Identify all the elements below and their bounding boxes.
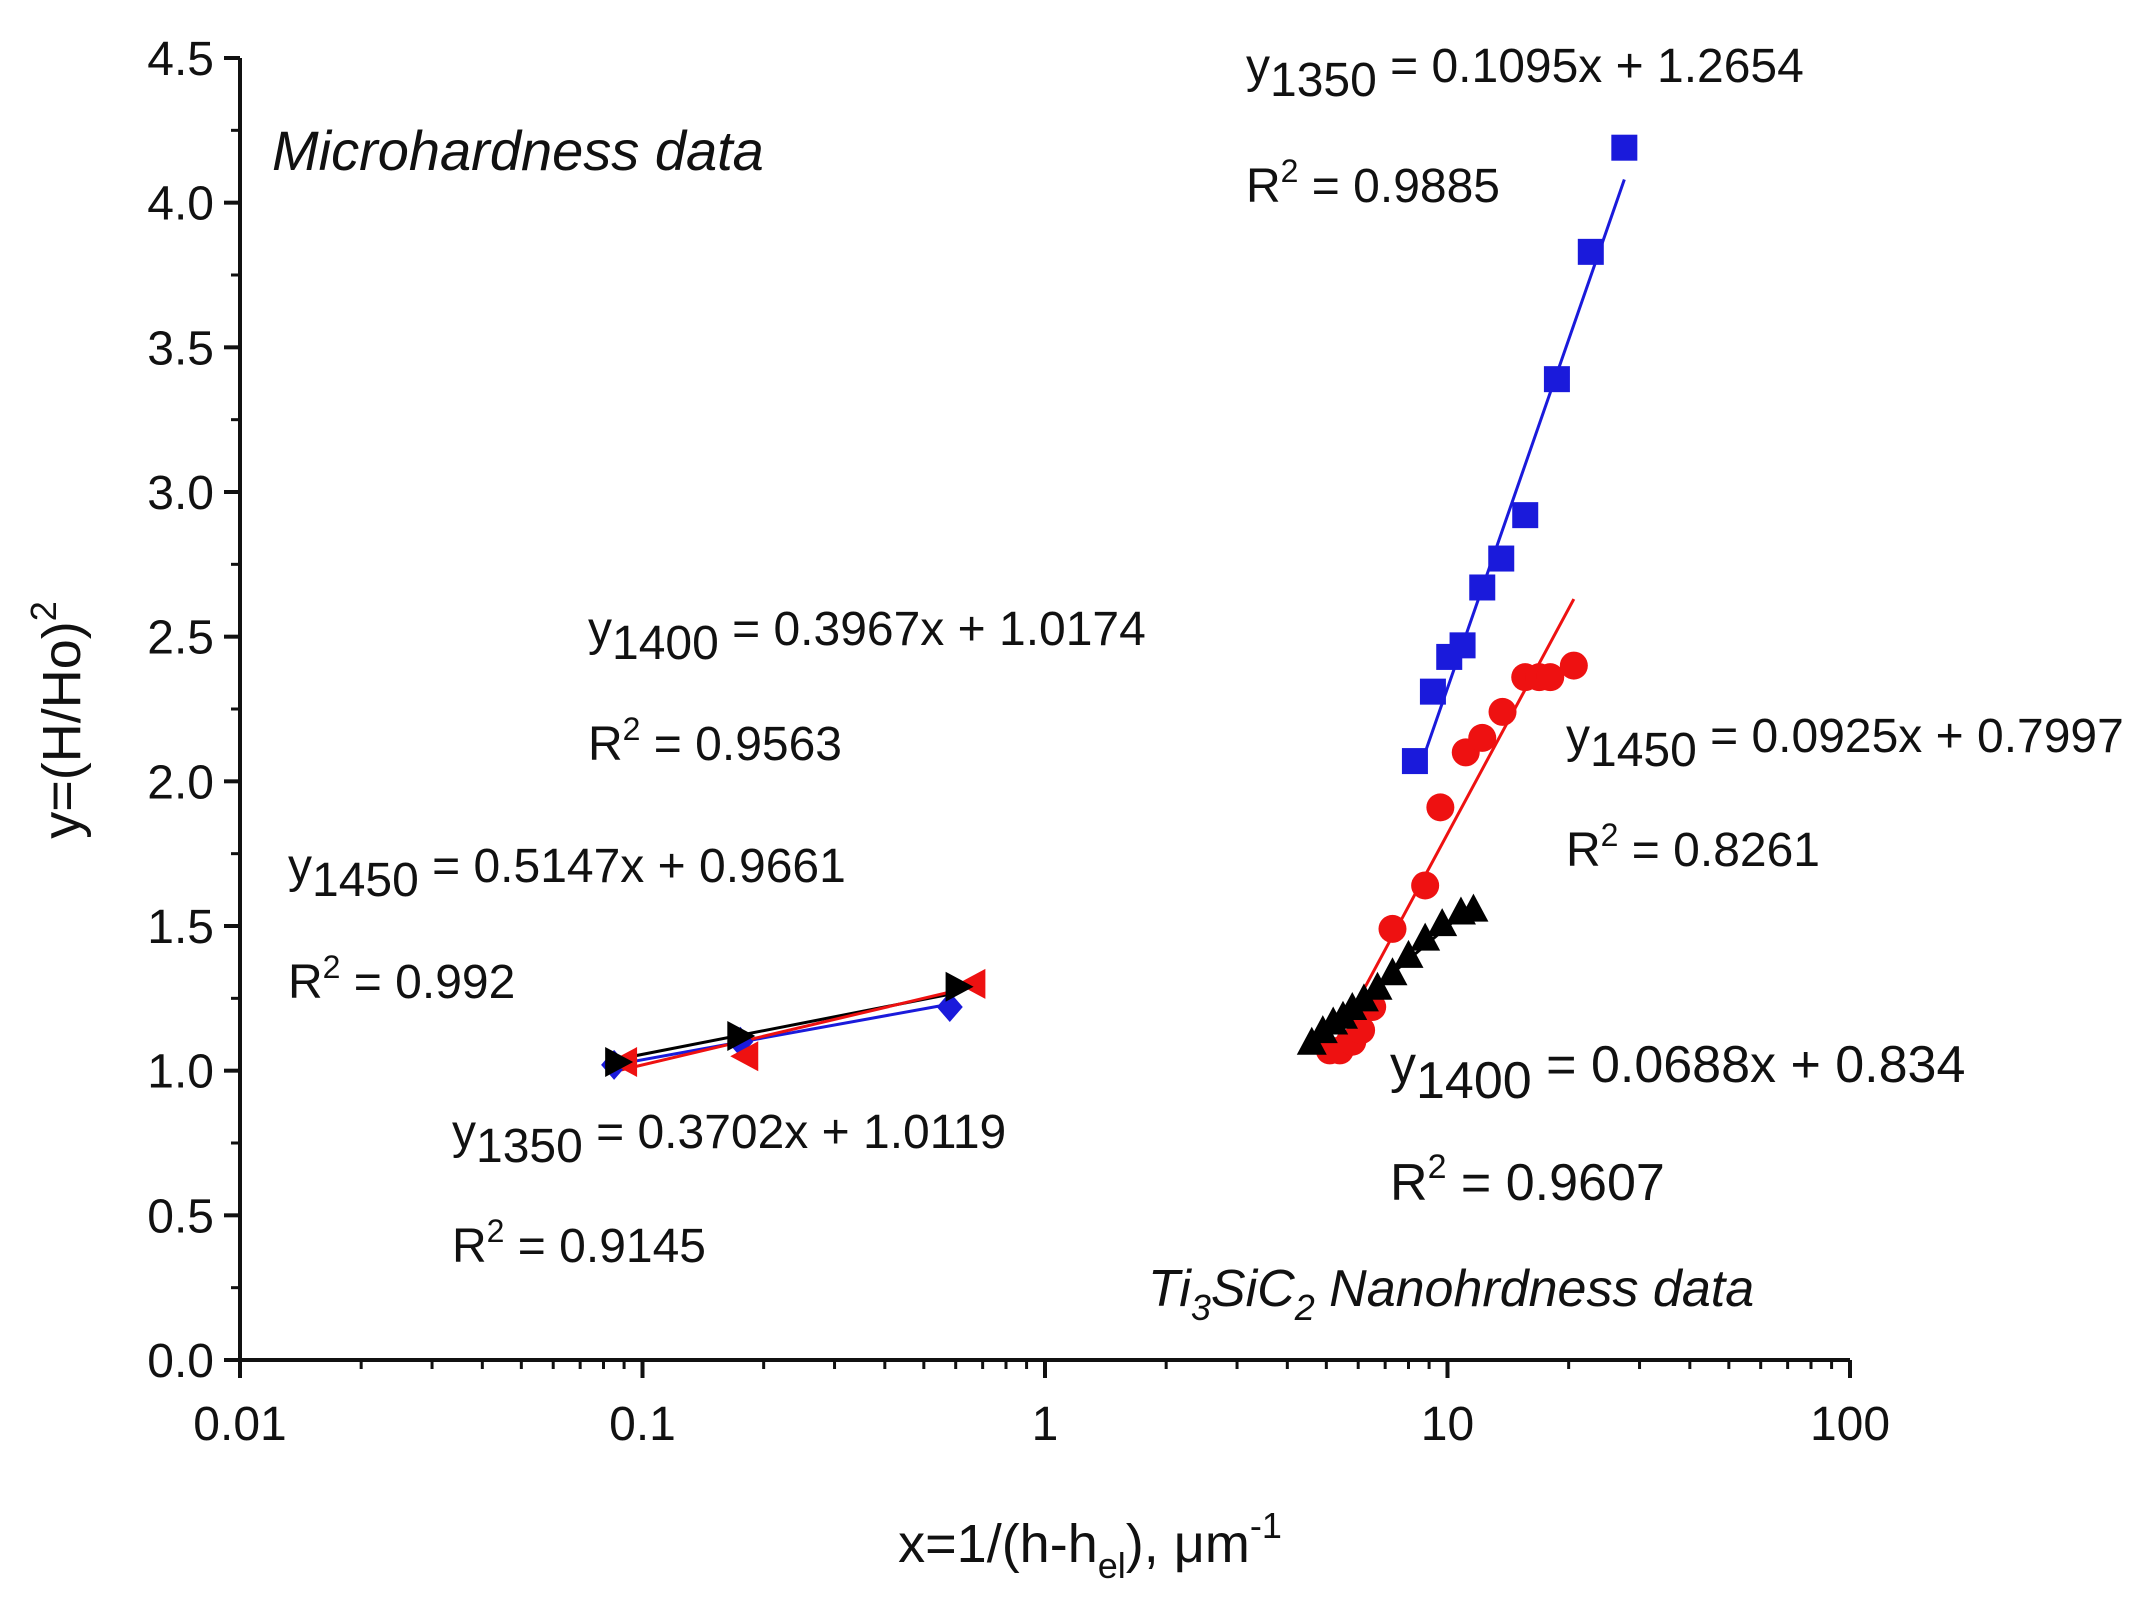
data-point xyxy=(945,971,974,1002)
equation-nano-1350: y1350 = 0.1095x + 1.2654 xyxy=(1246,40,1804,107)
annotations: Microhardness data Ti3SiC2 Nanohrdness d… xyxy=(23,40,2124,1586)
equation-nano-1400: y1400 = 0.0688x + 0.834 xyxy=(1390,1036,1965,1110)
data-point xyxy=(730,1041,759,1072)
data-point xyxy=(1378,914,1407,943)
data-point xyxy=(1419,678,1446,705)
equation-nano-1450: y1450 = 0.0925x + 0.7997 xyxy=(1566,710,2124,777)
data-point xyxy=(957,968,986,999)
x-tick-label: 100 xyxy=(1810,1398,1890,1451)
equation-micro-1400: y1400 = 0.3967x + 1.0174 xyxy=(588,603,1146,670)
ticks: 0.0 0.5 1.0 1.5 2.0 2.5 3.0 3.5 4.0 4.5 0.01 0.1 1 10… xyxy=(147,33,1890,1451)
y-axis-label: y=(H/Ho)2 xyxy=(23,601,92,839)
y-tick-label: 2.5 xyxy=(147,612,214,665)
data-point xyxy=(1410,922,1441,951)
data-point xyxy=(1577,238,1604,265)
x-tick-label: 0.1 xyxy=(609,1398,676,1451)
data-point xyxy=(1611,134,1638,161)
y-tick-label: 1.0 xyxy=(147,1046,214,1099)
region-label-nano: Ti3SiC2 Nanohrdness data xyxy=(1148,1260,1754,1328)
data-point xyxy=(1512,502,1539,529)
data-point xyxy=(1426,793,1455,822)
x-tick-label: 0.01 xyxy=(193,1398,286,1451)
r2-nano-1350: R2 = 0.9885 xyxy=(1246,153,1500,213)
fit-line xyxy=(613,1002,951,1067)
y-tick-label: 4.0 xyxy=(147,178,214,231)
data-point xyxy=(1559,651,1588,680)
x-tick-label: 10 xyxy=(1421,1398,1474,1451)
y-tick-label: 3.5 xyxy=(147,322,214,375)
r2-nano-1450: R2 = 0.8261 xyxy=(1566,817,1820,877)
y-tick-label: 3.0 xyxy=(147,467,214,520)
data-point xyxy=(1449,632,1476,659)
y-tick-label: 0.0 xyxy=(147,1335,214,1388)
data-point xyxy=(1362,971,1393,1000)
data-point xyxy=(1427,908,1458,937)
data-point xyxy=(1488,697,1517,726)
r2-micro-1350: R2 = 0.9145 xyxy=(452,1213,706,1273)
y-tick-label: 0.5 xyxy=(147,1190,214,1243)
data-points xyxy=(601,134,1638,1080)
equation-micro-1450: y1450 = 0.5147x + 0.9661 xyxy=(288,840,846,907)
data-point xyxy=(1401,748,1428,775)
r2-micro-1400: R2 = 0.9563 xyxy=(588,711,842,771)
r2-micro-1450: R2 = 0.992 xyxy=(288,949,515,1009)
data-point xyxy=(1458,893,1489,922)
data-point xyxy=(1411,871,1440,900)
data-point xyxy=(727,1020,756,1051)
fit-line xyxy=(617,985,973,1073)
data-point xyxy=(1469,574,1496,601)
data-point xyxy=(1468,723,1497,752)
data-point xyxy=(1543,366,1570,393)
x-axis-label: x=1/(h-hel), μm-1 xyxy=(898,1505,1282,1586)
y-tick-label: 2.0 xyxy=(147,756,214,809)
data-point xyxy=(1488,545,1515,572)
data-point xyxy=(605,1046,634,1077)
equation-micro-1350: y1350 = 0.3702x + 1.0119 xyxy=(452,1106,1006,1173)
y-tick-label: 4.5 xyxy=(147,33,214,86)
data-point xyxy=(1377,957,1408,986)
r2-nano-1400: R2 = 0.9607 xyxy=(1390,1148,1665,1212)
y-tick-label: 1.5 xyxy=(147,901,214,954)
data-point xyxy=(1536,663,1565,692)
x-tick-label: 1 xyxy=(1032,1398,1059,1451)
region-label-micro: Microhardness data xyxy=(272,119,764,182)
data-point xyxy=(936,992,963,1023)
data-point xyxy=(1393,939,1424,968)
